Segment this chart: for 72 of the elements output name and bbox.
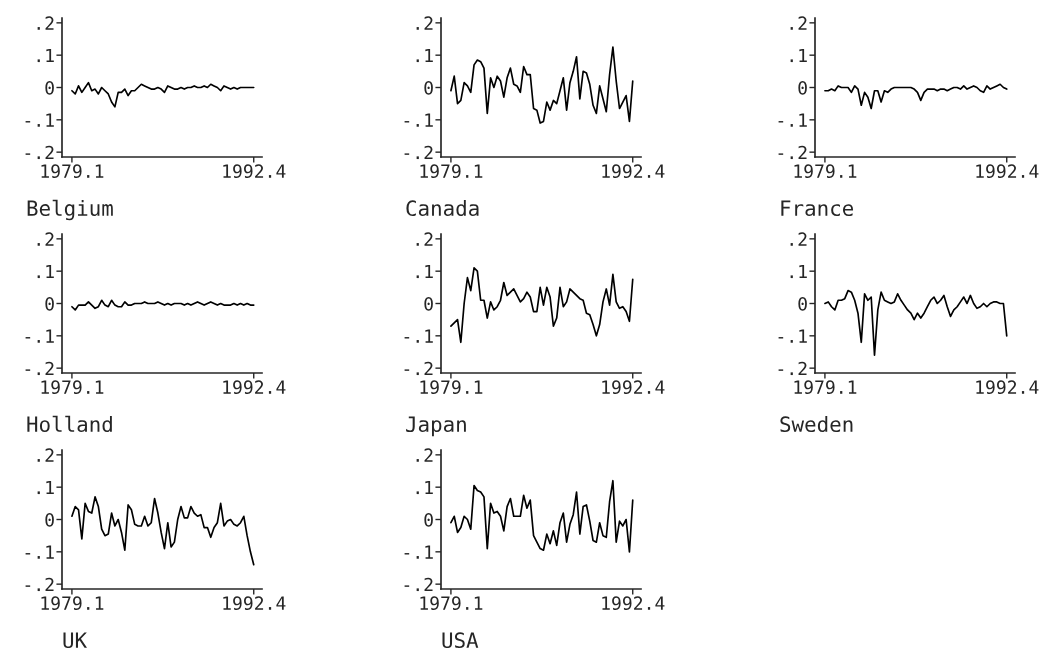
line-series [824, 289, 1008, 357]
x-tick-label: 1992.4 [223, 380, 286, 395]
y-tick-label: 0 [424, 81, 433, 95]
y-tick-label: 0 [45, 513, 54, 527]
y-tick-label: .2 [37, 448, 54, 462]
y-tick-label: .1 [416, 480, 433, 495]
y-tick-label: .2 [37, 16, 54, 30]
y-tick-label: .1 [416, 264, 433, 279]
x-tick-label: 1992.4 [223, 164, 286, 179]
line-series [450, 267, 634, 344]
y-tick-label: .1 [37, 48, 54, 63]
y-tick-label: 0 [424, 513, 433, 527]
x-axis-title: Canada [406, 199, 479, 217]
x-tick-label: 1979.1 [41, 164, 104, 179]
x-tick-label: 1992.4 [223, 596, 286, 611]
line-series [71, 496, 255, 566]
y-tick-label: -.2 [778, 145, 807, 160]
x-tick-label: 1979.1 [41, 596, 104, 611]
y-tick-label: -.1 [778, 113, 807, 127]
y-tick-label: .1 [37, 264, 54, 279]
y-tick-label: -.1 [404, 545, 433, 559]
y-tick-label: .1 [37, 480, 54, 495]
y-tick-label: .2 [37, 232, 54, 246]
y-tick-label: .2 [790, 16, 807, 30]
line-series [71, 81, 255, 108]
y-tick-label: -.1 [778, 329, 807, 343]
y-tick-label: -.1 [25, 545, 54, 559]
x-tick-label: 1979.1 [794, 380, 857, 395]
x-tick-label: 1992.4 [602, 380, 665, 395]
y-tick-label: .2 [416, 232, 433, 246]
y-tick-label: 0 [798, 297, 807, 311]
y-tick-label: 0 [45, 297, 54, 311]
y-tick-label: .1 [790, 48, 807, 63]
y-tick-label: -.1 [404, 113, 433, 127]
x-tick-label: 1979.1 [41, 380, 104, 395]
x-tick-label: 1992.4 [602, 596, 665, 611]
x-axis-title: Sweden [780, 415, 853, 433]
y-tick-label: 0 [424, 297, 433, 311]
y-tick-label: .1 [416, 48, 433, 63]
y-tick-label: .1 [790, 264, 807, 279]
x-tick-label: 1979.1 [420, 164, 483, 179]
x-axis-title: USA [442, 632, 479, 649]
y-tick-label: -.2 [404, 361, 433, 376]
y-tick-label: -.2 [778, 361, 807, 376]
x-tick-label: 1992.4 [602, 164, 665, 179]
y-tick-label: 0 [45, 81, 54, 95]
x-axis-title: Holland [27, 415, 112, 433]
line-series [450, 46, 634, 124]
x-axis-title: Japan [406, 416, 466, 437]
x-axis-title: Belgium [27, 199, 113, 221]
x-tick-label: 1979.1 [420, 596, 483, 611]
y-tick-label: .2 [416, 448, 433, 462]
x-axis-title: France [781, 200, 854, 217]
x-tick-label: 1979.1 [794, 164, 857, 179]
line-series [450, 479, 634, 553]
y-tick-label: -.2 [404, 577, 433, 592]
line-series [71, 299, 255, 311]
y-tick-label: -.1 [404, 329, 433, 343]
y-tick-label: -.1 [25, 113, 54, 127]
x-tick-label: 1992.4 [976, 164, 1039, 179]
y-tick-label: -.1 [25, 329, 54, 343]
y-tick-label: -.2 [25, 577, 54, 592]
line-series [824, 83, 1008, 110]
y-tick-label: -.2 [404, 145, 433, 160]
x-tick-label: 1992.4 [976, 380, 1039, 395]
x-axis-title: UK [63, 632, 87, 649]
y-tick-label: -.2 [25, 145, 54, 160]
y-tick-label: .2 [416, 16, 433, 30]
y-tick-label: -.2 [25, 361, 54, 376]
y-tick-label: .2 [790, 232, 807, 246]
x-tick-label: 1979.1 [420, 380, 483, 395]
y-tick-label: 0 [798, 81, 807, 95]
